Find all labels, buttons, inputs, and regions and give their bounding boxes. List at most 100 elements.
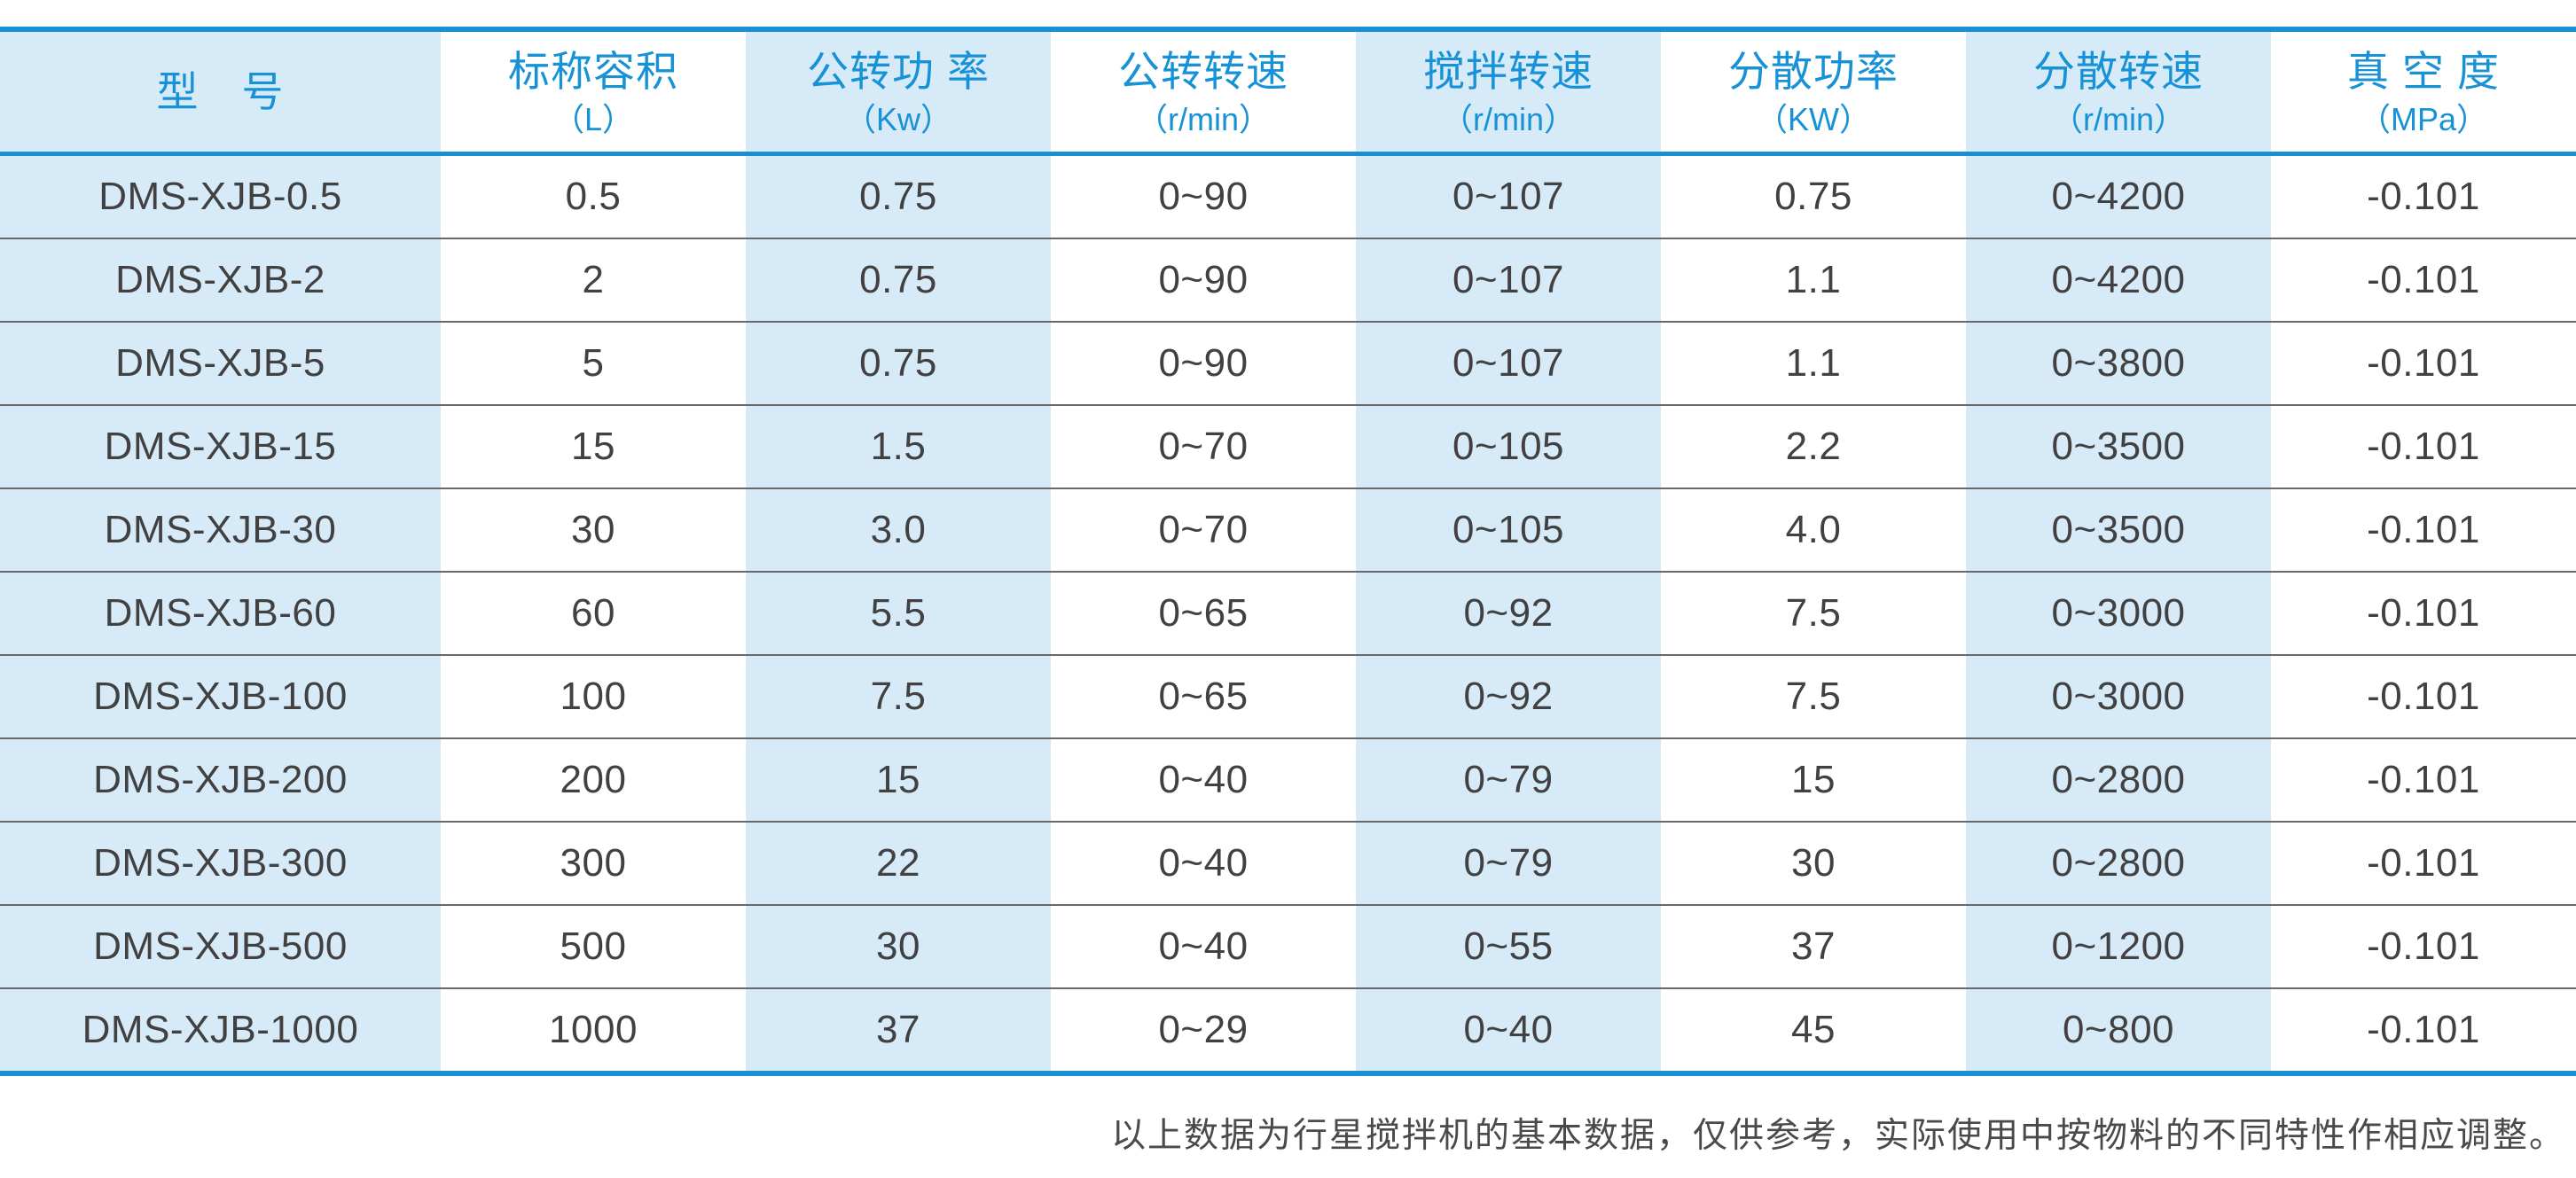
table-row: DMS-XJB-60 60 5.5 0~65 0~92 7.5 0~3000 -… bbox=[0, 571, 2576, 655]
table-cell: 4.0 bbox=[1661, 488, 1966, 572]
table-cell: -0.101 bbox=[2271, 737, 2576, 822]
header-model: 型 号 bbox=[0, 29, 441, 156]
table-cell: -0.101 bbox=[2271, 571, 2576, 655]
table-cell: 0~2800 bbox=[1966, 737, 2271, 822]
header-unit: （r/min） bbox=[1441, 100, 1576, 137]
cell-model: DMS-XJB-15 bbox=[0, 404, 441, 488]
header-unit: （Kw） bbox=[843, 100, 952, 137]
table-cell: 0~40 bbox=[1051, 737, 1356, 822]
table-row: DMS-XJB-500 500 30 0~40 0~55 37 0~1200 -… bbox=[0, 904, 2576, 988]
table-cell: 0~4200 bbox=[1966, 238, 2271, 322]
table-cell: 3.0 bbox=[746, 488, 1051, 572]
table-cell: 2.2 bbox=[1661, 404, 1966, 488]
header-revolution-power: 公转功 率 （Kw） bbox=[746, 29, 1051, 156]
cell-model: DMS-XJB-2 bbox=[0, 238, 441, 322]
table-cell: 0~800 bbox=[1966, 987, 2271, 1073]
table-cell: 22 bbox=[746, 821, 1051, 905]
header-label: 分散功率 bbox=[1728, 48, 1899, 96]
table-cell: -0.101 bbox=[2271, 904, 2576, 988]
table-cell: 0.75 bbox=[746, 238, 1051, 322]
table-cell: 0~79 bbox=[1356, 737, 1661, 822]
table-cell: 0.5 bbox=[565, 175, 622, 218]
cell-model: DMS-XJB-300 bbox=[0, 821, 441, 905]
table-cell: 7.5 bbox=[1661, 571, 1966, 655]
table-cell: 7.5 bbox=[746, 654, 1051, 738]
table-cell: 0~105 bbox=[1356, 488, 1661, 572]
table-cell: 0~105 bbox=[1356, 404, 1661, 488]
header-label: 分散转速 bbox=[2033, 48, 2204, 96]
table-cell: 0.75 bbox=[746, 321, 1051, 405]
table-cell: 0~3000 bbox=[1966, 654, 2271, 738]
table-cell: 5 bbox=[441, 321, 746, 405]
table-cell: 0~40 bbox=[1356, 987, 1661, 1073]
table-cell: 37 bbox=[746, 987, 1051, 1073]
table-cell: 15 bbox=[746, 737, 1051, 822]
header-nominal-capacity: 标称容积 （L） bbox=[441, 29, 746, 156]
table-cell: 0.75 bbox=[859, 175, 937, 218]
header-label: 真 空 度 bbox=[2346, 48, 2501, 96]
cell-model: DMS-XJB-30 bbox=[0, 488, 441, 572]
table-cell: 200 bbox=[441, 737, 746, 822]
table-cell: 0~107 bbox=[1356, 321, 1661, 405]
cell-model: DMS-XJB-100 bbox=[0, 654, 441, 738]
table-cell: 0~107 bbox=[1356, 238, 1661, 322]
header-unit: （KW） bbox=[1756, 100, 1871, 137]
table-cell: -0.101 bbox=[2271, 238, 2576, 322]
table-cell: 0~107 bbox=[1452, 175, 1565, 218]
table-row: DMS-XJB-300 300 22 0~40 0~79 30 0~2800 -… bbox=[0, 821, 2576, 905]
table-cell: 0~90 bbox=[1158, 175, 1249, 218]
table-row: DMS-XJB-15 15 1.5 0~70 0~105 2.2 0~3500 … bbox=[0, 404, 2576, 488]
table-cell: 60 bbox=[441, 571, 746, 655]
table-cell: 0~70 bbox=[1051, 488, 1356, 572]
table-cell: 1.1 bbox=[1661, 238, 1966, 322]
table-cell: 30 bbox=[1661, 821, 1966, 905]
table-row: DMS-XJB-200 200 15 0~40 0~79 15 0~2800 -… bbox=[0, 737, 2576, 822]
table-row: DMS-XJB-0.5 0.5 0.75 0~90 0~107 0.75 0~4… bbox=[0, 154, 2576, 239]
cell-model: DMS-XJB-0.5 bbox=[98, 175, 342, 218]
table-cell: -0.101 bbox=[2271, 321, 2576, 405]
header-stirring-speed: 搅拌转速 （r/min） bbox=[1356, 29, 1661, 156]
table-cell: 15 bbox=[1661, 737, 1966, 822]
table-cell: 7.5 bbox=[1661, 654, 1966, 738]
table-cell: 0~55 bbox=[1356, 904, 1661, 988]
header-revolution-speed: 公转转速 （r/min） bbox=[1051, 29, 1356, 156]
header-dispersion-speed: 分散转速 （r/min） bbox=[1966, 29, 2271, 156]
table-cell: 1000 bbox=[441, 987, 746, 1073]
cell-model: DMS-XJB-1000 bbox=[0, 987, 441, 1073]
table-cell: 15 bbox=[441, 404, 746, 488]
table-cell: 0~79 bbox=[1356, 821, 1661, 905]
table-cell: 0~92 bbox=[1356, 654, 1661, 738]
header-label: 公转功 率 bbox=[806, 48, 990, 96]
table-cell: 0~92 bbox=[1356, 571, 1661, 655]
header-unit: （r/min） bbox=[2051, 100, 2186, 137]
spec-table: 型 号 标称容积 （L） 公转功 率 （Kw） 公转转速 （r/min） 搅拌转… bbox=[0, 27, 2576, 1076]
table-cell: 0~3500 bbox=[1966, 488, 2271, 572]
cell-model: DMS-XJB-5 bbox=[0, 321, 441, 405]
header-dispersion-power: 分散功率 （KW） bbox=[1661, 29, 1966, 156]
table-cell: 1.5 bbox=[746, 404, 1051, 488]
table-cell: 45 bbox=[1661, 987, 1966, 1073]
table-row: DMS-XJB-100 100 7.5 0~65 0~92 7.5 0~3000… bbox=[0, 654, 2576, 738]
table-cell: 0~29 bbox=[1051, 987, 1356, 1073]
header-vacuum-degree: 真 空 度 （MPa） bbox=[2271, 29, 2576, 156]
header-unit: （MPa） bbox=[2358, 100, 2489, 137]
table-row: DMS-XJB-5 5 0.75 0~90 0~107 1.1 0~3800 -… bbox=[0, 321, 2576, 405]
table-cell: 0~1200 bbox=[1966, 904, 2271, 988]
table-cell: 0~90 bbox=[1051, 238, 1356, 322]
header-row: 型 号 标称容积 （L） 公转功 率 （Kw） 公转转速 （r/min） 搅拌转… bbox=[0, 29, 2576, 156]
table-cell: 0~40 bbox=[1051, 904, 1356, 988]
table-cell: 0~65 bbox=[1051, 654, 1356, 738]
table-row: DMS-XJB-1000 1000 37 0~29 0~40 45 0~800 … bbox=[0, 987, 2576, 1073]
table-cell: 5.5 bbox=[746, 571, 1051, 655]
table-cell: -0.101 bbox=[2271, 987, 2576, 1073]
header-label: 搅拌转速 bbox=[1423, 48, 1593, 96]
header-unit: （r/min） bbox=[1136, 100, 1271, 137]
footnote: 以上数据为行星搅拌机的基本数据，仅供参考，实际使用中按物料的不同特性作相应调整。 bbox=[1110, 1117, 2565, 1155]
table-cell: 0~4200 bbox=[2051, 175, 2186, 218]
cell-model: DMS-XJB-60 bbox=[0, 571, 441, 655]
table-row: DMS-XJB-2 2 0.75 0~90 0~107 1.1 0~4200 -… bbox=[0, 238, 2576, 322]
table-cell: 0~2800 bbox=[1966, 821, 2271, 905]
cell-model: DMS-XJB-500 bbox=[0, 904, 441, 988]
table-cell: -0.101 bbox=[2271, 654, 2576, 738]
table-cell: 30 bbox=[746, 904, 1051, 988]
